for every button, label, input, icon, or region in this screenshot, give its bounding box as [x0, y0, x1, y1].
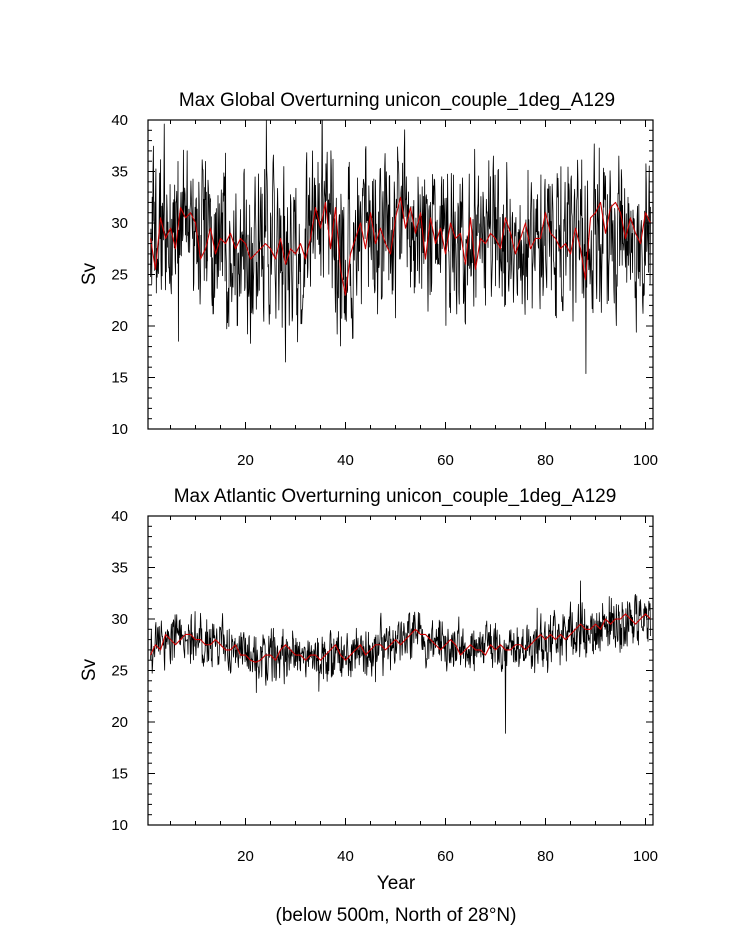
y-tick-label: 10 [111, 421, 128, 438]
x-tick-label: 80 [537, 848, 554, 865]
y-tick-label: 40 [111, 112, 128, 129]
atlantic-chart-title: Max Atlantic Overturning unicon_couple_1… [174, 486, 617, 507]
monthly-series-line [150, 120, 651, 375]
plot-area [150, 580, 651, 734]
x-tick-label: 60 [437, 848, 454, 865]
x-tick-label: 80 [537, 452, 554, 469]
y-tick-label: 15 [111, 766, 128, 783]
y-tick-label: 40 [111, 508, 128, 525]
y-tick-label: 30 [111, 215, 128, 232]
y-tick-label: 20 [111, 318, 128, 335]
atlantic-x-axis-label: Year [377, 873, 416, 894]
y-tick-label: 25 [111, 267, 128, 284]
x-tick-label: 60 [437, 452, 454, 469]
x-tick-label: 20 [237, 848, 254, 865]
x-tick-label: 40 [337, 452, 354, 469]
y-tick-label: 10 [111, 817, 128, 834]
atlantic-overturning-panel: Max Atlantic Overturning unicon_couple_1… [79, 486, 658, 894]
atlantic-y-axis-label: Sv [79, 658, 100, 681]
x-tick-label: 100 [633, 452, 658, 469]
y-tick-label: 35 [111, 164, 128, 181]
annual-mean-line [150, 613, 651, 663]
x-tick-label: 20 [237, 452, 254, 469]
y-tick-label: 25 [111, 663, 128, 680]
monthly-series-line [150, 580, 651, 734]
y-tick-label: 15 [111, 370, 128, 387]
global-overturning-panel: Max Global Overturning unicon_couple_1de… [79, 90, 658, 469]
footer-note: (below 500m, North of 28°N) [276, 905, 517, 926]
y-tick-label: 20 [111, 714, 128, 731]
x-tick-label: 100 [633, 848, 658, 865]
plot-frame [147, 515, 654, 826]
plot-area [149, 120, 651, 375]
annual-mean-line [149, 196, 651, 296]
global-y-axis-label: Sv [79, 262, 100, 285]
y-tick-label: 30 [111, 611, 128, 628]
x-tick-label: 40 [337, 848, 354, 865]
y-tick-label: 35 [111, 560, 128, 577]
global-chart-title: Max Global Overturning unicon_couple_1de… [179, 90, 615, 111]
